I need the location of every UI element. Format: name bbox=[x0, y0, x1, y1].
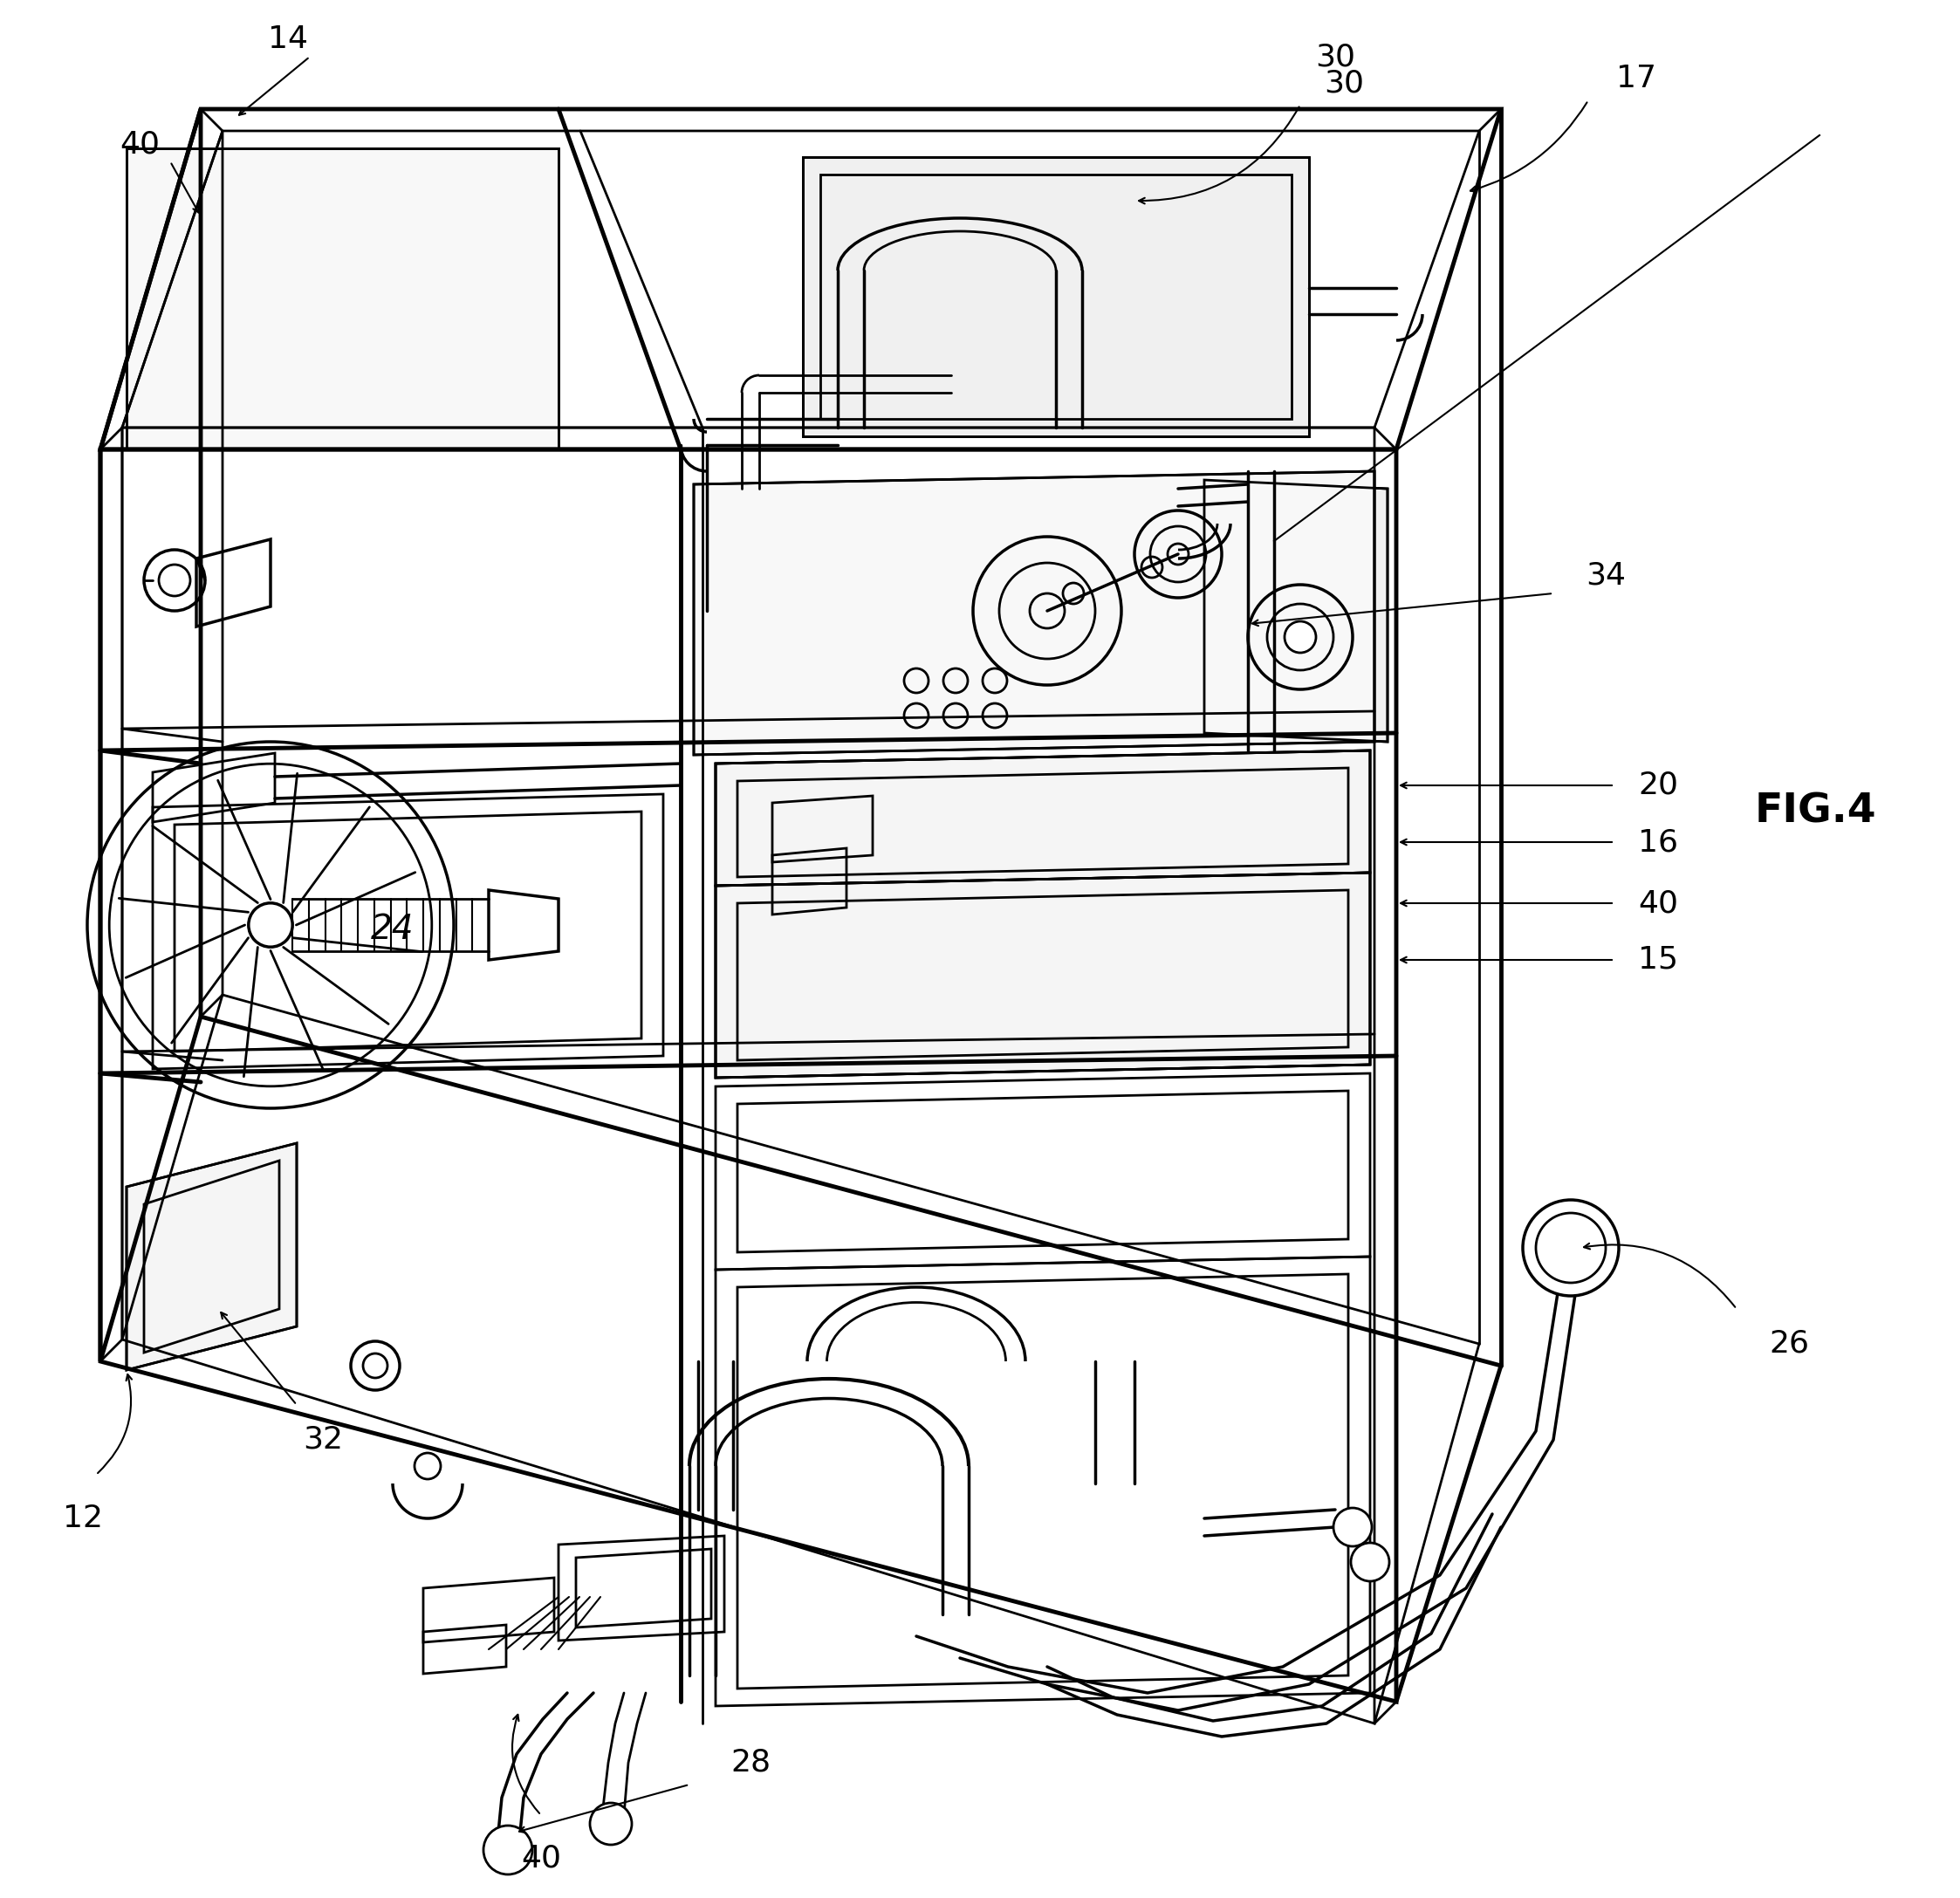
Circle shape bbox=[1284, 621, 1315, 653]
Circle shape bbox=[249, 903, 292, 947]
Text: 40: 40 bbox=[120, 129, 159, 159]
Polygon shape bbox=[694, 471, 1374, 755]
Circle shape bbox=[351, 1342, 400, 1389]
Text: 24: 24 bbox=[370, 913, 414, 945]
Text: 26: 26 bbox=[1768, 1329, 1809, 1359]
Text: 40: 40 bbox=[1639, 888, 1678, 919]
Circle shape bbox=[1523, 1200, 1619, 1296]
Text: 20: 20 bbox=[1639, 771, 1678, 801]
Polygon shape bbox=[804, 158, 1309, 437]
Text: 30: 30 bbox=[1315, 42, 1354, 72]
Text: 15: 15 bbox=[1639, 945, 1678, 976]
Circle shape bbox=[1350, 1543, 1390, 1581]
Polygon shape bbox=[127, 148, 559, 450]
Text: FIG.4: FIG.4 bbox=[1754, 791, 1876, 831]
Polygon shape bbox=[127, 1143, 296, 1370]
Circle shape bbox=[484, 1826, 533, 1875]
Text: 30: 30 bbox=[1323, 68, 1364, 97]
Circle shape bbox=[1333, 1507, 1372, 1547]
Text: 12: 12 bbox=[63, 1503, 104, 1534]
Text: 40: 40 bbox=[521, 1843, 561, 1873]
Polygon shape bbox=[1203, 480, 1388, 742]
Text: 16: 16 bbox=[1639, 828, 1678, 856]
Text: 34: 34 bbox=[1586, 562, 1625, 590]
Text: 17: 17 bbox=[1617, 65, 1656, 93]
Text: 14: 14 bbox=[269, 25, 308, 55]
Text: 28: 28 bbox=[731, 1748, 770, 1778]
Polygon shape bbox=[715, 873, 1370, 1078]
Polygon shape bbox=[715, 750, 1370, 886]
Circle shape bbox=[590, 1803, 631, 1845]
Text: 32: 32 bbox=[302, 1425, 343, 1454]
